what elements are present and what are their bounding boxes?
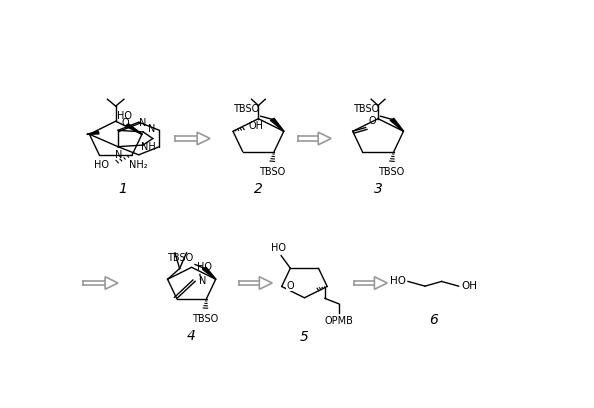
Text: O: O: [286, 282, 294, 291]
Text: O: O: [368, 115, 376, 126]
Text: 2: 2: [254, 182, 263, 197]
Text: TBSO: TBSO: [258, 167, 285, 177]
Polygon shape: [105, 277, 118, 289]
Text: HO: HO: [94, 160, 109, 170]
Text: 3: 3: [374, 182, 383, 197]
Text: TBSO: TBSO: [192, 314, 218, 324]
Text: HO: HO: [390, 276, 406, 286]
Polygon shape: [203, 267, 216, 279]
Text: TBSO: TBSO: [378, 167, 405, 177]
Polygon shape: [197, 132, 210, 145]
Text: HO: HO: [197, 262, 213, 273]
Text: 6: 6: [429, 313, 438, 327]
Text: N: N: [140, 118, 147, 128]
Text: 4: 4: [187, 328, 196, 343]
Text: NH: NH: [141, 142, 156, 152]
Text: HO: HO: [118, 111, 132, 121]
Text: TBSO: TBSO: [233, 104, 260, 114]
Polygon shape: [390, 118, 404, 131]
Text: OPMB: OPMB: [324, 316, 353, 326]
Text: 5: 5: [300, 330, 309, 344]
Text: TBSO: TBSO: [353, 104, 379, 114]
Text: OH: OH: [461, 281, 477, 290]
Polygon shape: [318, 132, 331, 145]
Polygon shape: [260, 277, 272, 289]
Text: 1: 1: [118, 182, 127, 197]
Text: N: N: [148, 124, 156, 134]
Text: O: O: [122, 118, 129, 128]
Polygon shape: [374, 277, 387, 289]
Polygon shape: [87, 131, 99, 134]
Text: NH₂: NH₂: [129, 160, 148, 171]
Text: TBSO: TBSO: [168, 253, 194, 263]
Text: HO: HO: [271, 242, 286, 253]
Text: N: N: [115, 151, 122, 160]
Text: OH: OH: [248, 121, 263, 131]
Polygon shape: [126, 124, 142, 134]
Polygon shape: [270, 118, 284, 131]
Text: N: N: [199, 276, 206, 286]
